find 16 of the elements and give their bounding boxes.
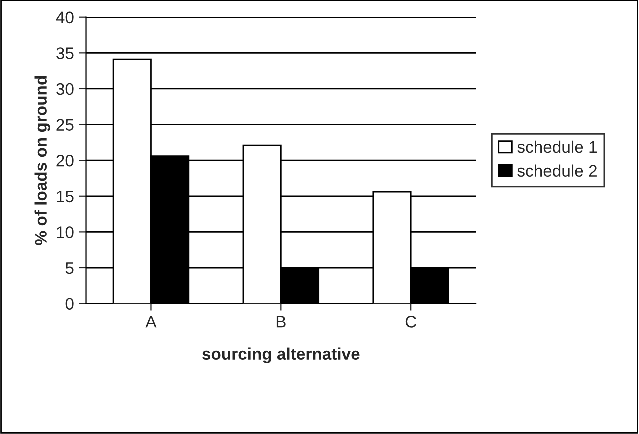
y-tick-label: 10: [57, 226, 74, 238]
x-tick-label: C: [406, 316, 416, 328]
y-axis-title: % of loads on ground: [34, 76, 50, 246]
y-tick-label: 35: [56, 48, 74, 60]
y-tick-label: 15: [57, 190, 74, 203]
legend-label: schedule 1: [518, 140, 597, 154]
y-tick-label: 25: [56, 119, 74, 131]
legend-label: schedule 2: [518, 164, 597, 177]
x-tick-label: B: [276, 316, 286, 328]
y-tick-label: 5: [66, 262, 74, 274]
y-tick-label: 40: [56, 12, 74, 24]
y-tick-label: 0: [66, 298, 74, 310]
x-tick-label: A: [146, 316, 157, 328]
y-tick-label: 20: [56, 154, 74, 167]
y-tick-label: 30: [56, 83, 74, 96]
x-axis-title: sourcing alternative: [202, 348, 360, 364]
